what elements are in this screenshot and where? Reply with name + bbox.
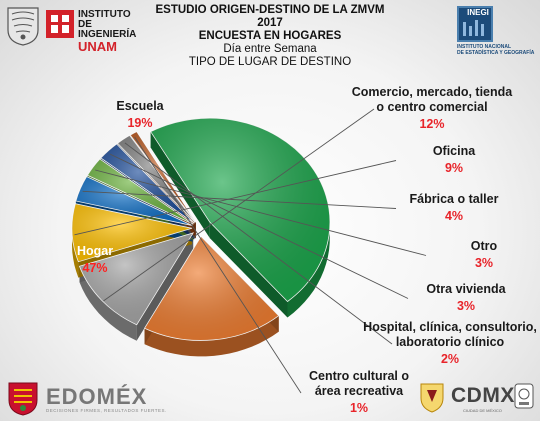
unam-institute-text: INSTITUTO DE INGENIERÍA UNAM xyxy=(78,9,137,54)
cdmx-wordmark: CDMX xyxy=(451,384,515,407)
slice-label-6: Otra vivienda xyxy=(426,282,506,296)
slice-highlight-8 xyxy=(130,131,196,223)
slice-label-2-line1: o centro comercial xyxy=(376,100,487,114)
header: INSTITUTO DE INGENIERÍA UNAM ESTUDIO ORI… xyxy=(0,0,540,70)
day-type: Día entre Semana xyxy=(223,43,317,55)
cdmx-emblem-icon xyxy=(420,383,444,413)
title-block: ESTUDIO ORIGEN-DESTINO DE LA ZMVM 2017 E… xyxy=(150,4,390,69)
inegi-caption: INSTITUTO NACIONAL DE ESTADÍSTICA Y GEOG… xyxy=(457,44,535,56)
edomex-wordmark: EDOMÉX xyxy=(46,384,148,409)
leader-line-6 xyxy=(109,153,409,299)
leader-line-3 xyxy=(74,160,397,236)
slice-value-6: 3% xyxy=(457,299,475,313)
slice-face-0-1 xyxy=(209,222,288,318)
cdmx-subtitle: CIUDAD DE MÉXICO xyxy=(463,408,502,413)
leader-line-8 xyxy=(134,136,302,394)
slice-label-3: Oficina xyxy=(433,144,476,158)
slice-highlight-3 xyxy=(72,203,193,262)
leader-lines xyxy=(74,108,427,394)
leader-line-2 xyxy=(103,108,375,302)
inegi-mark-icon: INEGI xyxy=(457,6,493,42)
slice-highlight-1 xyxy=(144,236,279,341)
slice-value-3: 9% xyxy=(445,161,463,175)
slice-value-8: 1% xyxy=(350,401,368,415)
slice-label-0: Hogar xyxy=(77,244,113,258)
slice-highlight-2 xyxy=(79,232,194,325)
slice-label-4: Fábrica o taller xyxy=(410,192,499,206)
slice-label-5: Otro xyxy=(471,239,498,253)
slice-value-2: 12% xyxy=(419,117,444,131)
slice-value-5: 3% xyxy=(475,256,493,270)
chart-title: TIPO DE LUGAR DE DESTINO xyxy=(188,56,352,68)
inegi-logo: INEGI INSTITUTO NACIONAL DE ESTADÍSTICA … xyxy=(455,6,535,60)
slice-label-8-line1: área recreativa xyxy=(315,384,404,398)
slice-label-1: Escuela xyxy=(116,99,164,113)
edomex-shield-icon xyxy=(8,382,38,416)
unam-shield-icon xyxy=(7,7,39,46)
ii-logo-icon xyxy=(46,10,74,38)
slice-side-1 xyxy=(144,315,279,357)
slice-label-7-line1: laboratorio clínico xyxy=(396,335,505,349)
slice-highlight-0 xyxy=(150,118,330,302)
slice-highlight-4 xyxy=(75,176,193,226)
secretaria-seal-icon xyxy=(514,383,534,409)
slice-face-2-0 xyxy=(136,232,194,341)
cdmx-logos: CDMX CIUDAD DE MÉXICO xyxy=(415,380,537,418)
slice-label-8: Centro cultural o xyxy=(309,369,409,383)
survey-title: ESTUDIO ORIGEN-DESTINO DE LA ZMVM 2017 xyxy=(155,4,385,29)
slice-value-7: 2% xyxy=(441,352,459,366)
slice-labels: Hogar 47% Escuela 19% Comercio, mercado, tie… xyxy=(77,85,537,415)
unam-logo: INSTITUTO DE INGENIERÍA UNAM xyxy=(6,6,136,54)
survey-subtitle: ENCUESTA EN HOGARES xyxy=(198,30,342,42)
edomex-tagline: DECISIONES FIRMES, RESULTADOS FUERTES. xyxy=(46,408,167,413)
leader-line-5 xyxy=(95,169,427,256)
edomex-logo: EDOMÉX DECISIONES FIRMES, RESULTADOS FUE… xyxy=(6,378,176,418)
leader-line-7 xyxy=(124,142,393,345)
slice-label-2: Comercio, mercado, tienda xyxy=(352,85,514,99)
slice-side-2 xyxy=(79,266,137,341)
slice-value-4: 4% xyxy=(445,209,463,223)
leader-line-4 xyxy=(82,190,397,209)
slice-label-7: Hospital, clínica, consultorio, xyxy=(363,320,537,334)
slice-value-0: 47% xyxy=(82,261,107,275)
slice-value-1: 19% xyxy=(127,116,152,130)
